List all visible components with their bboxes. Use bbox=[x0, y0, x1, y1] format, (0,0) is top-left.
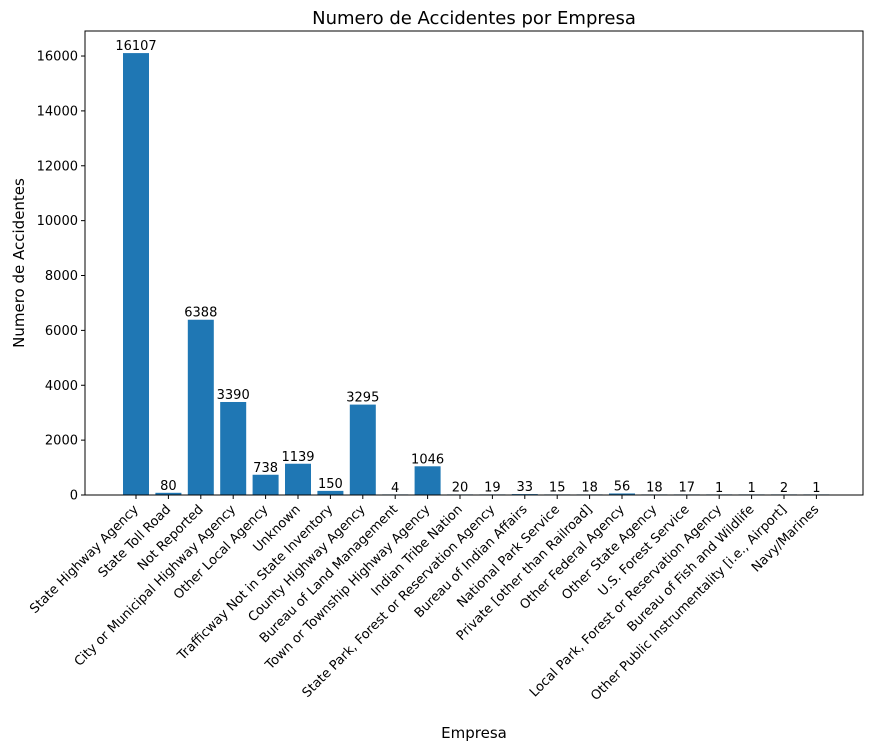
y-tick-label: 16000 bbox=[37, 50, 78, 65]
bar bbox=[414, 466, 441, 495]
bar bbox=[252, 474, 279, 495]
y-tick-label: 12000 bbox=[37, 159, 78, 174]
bar bbox=[123, 53, 149, 496]
bar-value-label: 738 bbox=[253, 461, 278, 476]
bar-value-label: 150 bbox=[318, 477, 343, 492]
bar-value-label: 15 bbox=[549, 481, 566, 496]
y-tick-label: 2000 bbox=[45, 434, 78, 449]
bar-value-label: 20 bbox=[452, 480, 469, 495]
y-tick-label: 8000 bbox=[45, 269, 78, 284]
bar-value-label: 16107 bbox=[115, 39, 156, 54]
bar-value-label: 6388 bbox=[184, 306, 217, 321]
bar bbox=[609, 493, 635, 495]
bar-value-label: 3295 bbox=[346, 391, 379, 406]
bar bbox=[155, 492, 182, 495]
y-axis-label: Numero de Accidentes bbox=[10, 178, 28, 348]
bar-value-label: 3390 bbox=[217, 388, 250, 403]
bar-value-label: 18 bbox=[581, 481, 598, 496]
bar-value-label: 19 bbox=[484, 480, 501, 495]
bar-value-label: 1 bbox=[715, 481, 723, 496]
bar bbox=[285, 463, 311, 495]
bar-value-label: 33 bbox=[517, 480, 534, 495]
y-tick-label: 0 bbox=[70, 489, 78, 504]
bar-value-label: 56 bbox=[614, 479, 631, 494]
bar-value-label: 4 bbox=[391, 481, 399, 496]
bar-value-label: 1 bbox=[812, 481, 820, 496]
y-tick-label: 4000 bbox=[45, 379, 78, 394]
bar-value-label: 1139 bbox=[281, 450, 314, 465]
bar bbox=[187, 319, 214, 495]
bar bbox=[220, 401, 247, 495]
bar-value-label: 1 bbox=[747, 481, 755, 496]
bar-value-label: 17 bbox=[679, 481, 696, 496]
plot-frame bbox=[84, 30, 864, 496]
x-axis-label: Empresa bbox=[441, 724, 507, 742]
bar-value-label: 18 bbox=[646, 481, 663, 496]
chart-title: Numero de Accidentes por Empresa bbox=[312, 8, 636, 29]
plot-area: 0 2000 4000 6000 8000 10000 12000 14000 16000 161… bbox=[27, 39, 830, 704]
y-tick-label: 6000 bbox=[45, 324, 78, 339]
bar-value-label: 1046 bbox=[411, 452, 444, 467]
y-tick-label: 10000 bbox=[37, 214, 78, 229]
bar bbox=[349, 404, 376, 495]
y-tick-label: 14000 bbox=[37, 104, 78, 119]
bar bbox=[317, 490, 344, 495]
bar-value-label: 80 bbox=[160, 479, 177, 494]
bar-value-label: 2 bbox=[780, 481, 788, 496]
